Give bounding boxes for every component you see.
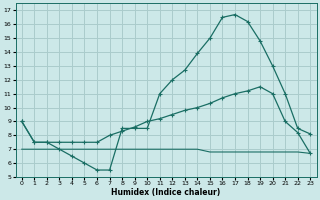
X-axis label: Humidex (Indice chaleur): Humidex (Indice chaleur) xyxy=(111,188,221,197)
